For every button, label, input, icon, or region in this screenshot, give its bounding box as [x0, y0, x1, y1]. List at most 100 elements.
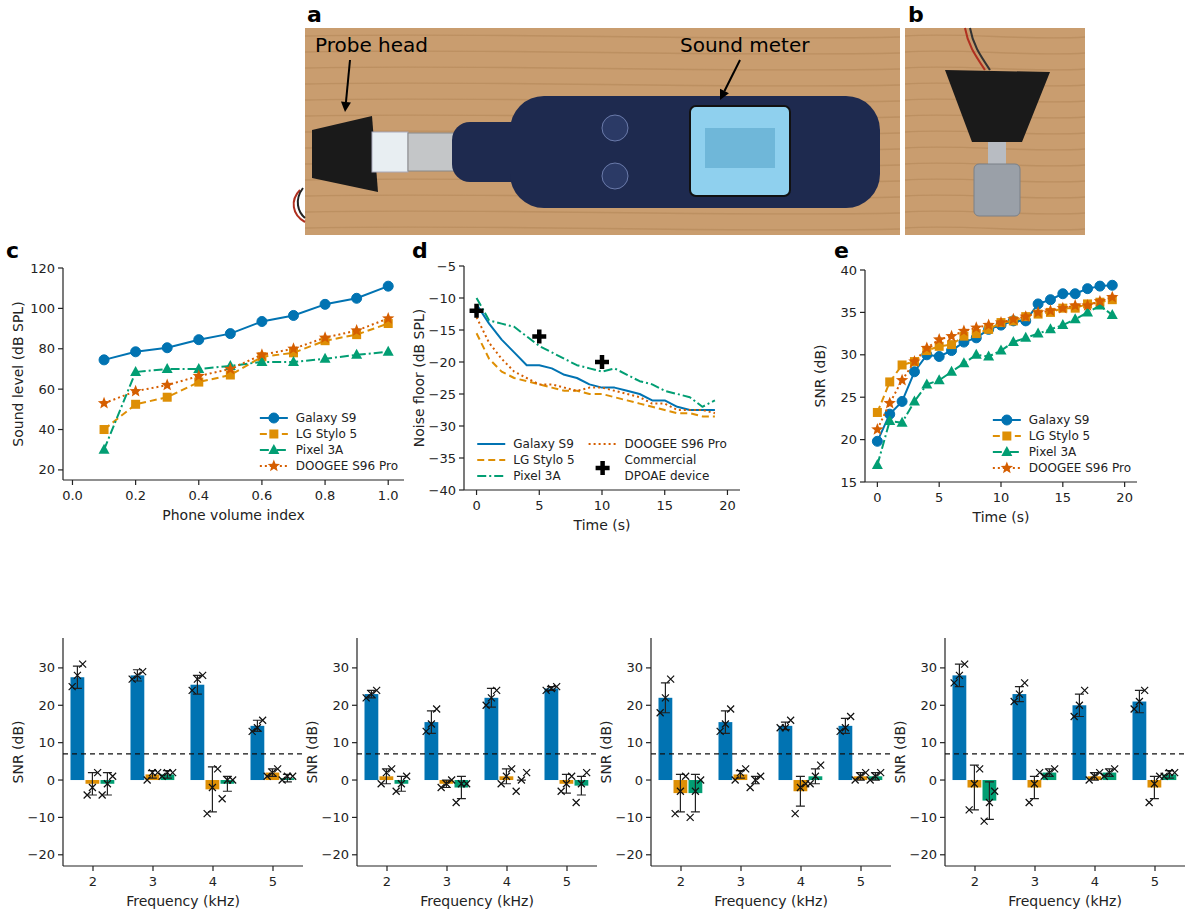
- data-point: [289, 773, 296, 780]
- data-point: [269, 769, 276, 776]
- y-tick: [459, 265, 464, 266]
- series-marker: [1045, 323, 1056, 333]
- probe-tip: [372, 132, 408, 172]
- x-tick-label: 10: [594, 498, 611, 513]
- y-tick: [459, 297, 464, 298]
- series-marker: [995, 316, 1007, 328]
- y-tick-label: −40: [429, 483, 456, 498]
- plot-area: [98, 281, 395, 454]
- series-marker: [983, 350, 994, 360]
- data-point: [747, 784, 754, 791]
- series-marker: [99, 444, 110, 454]
- data-point: [872, 773, 879, 780]
- data-point: [722, 720, 729, 727]
- y-tick-label: 35: [840, 305, 857, 320]
- series-marker: [946, 366, 957, 376]
- y-tick: [58, 779, 63, 780]
- data-point: [981, 818, 988, 825]
- series-marker: [1045, 295, 1055, 305]
- y-tick-label: 100: [30, 301, 55, 316]
- data-point: [109, 773, 116, 780]
- series-marker: [130, 366, 141, 376]
- y-tick-label: 20: [38, 698, 55, 713]
- x-tick: [974, 866, 975, 871]
- probe-head: [312, 116, 378, 192]
- y-tick-label: 20: [920, 698, 937, 713]
- x-tick-label: 1.0: [378, 488, 399, 503]
- series-marker: [163, 393, 172, 402]
- legend-item: DOOGEE S96 Pro: [993, 461, 1131, 475]
- y-axis-line: [650, 638, 651, 866]
- legend-marker: [1001, 462, 1013, 474]
- series-line: [877, 297, 1112, 429]
- series-marker: [162, 363, 173, 373]
- x-axis-line: [63, 479, 404, 480]
- series-marker: [909, 395, 920, 405]
- reference-line: [945, 753, 1185, 754]
- series-marker: [958, 325, 970, 337]
- data-point: [69, 683, 76, 690]
- wood-grain: [905, 67, 1085, 70]
- data-point: [1141, 687, 1148, 694]
- y-axis-line: [944, 638, 945, 866]
- legend-item: DOOGEE S96 Pro: [260, 459, 398, 473]
- error-bar: [841, 718, 850, 733]
- adapter-rod: [988, 142, 1006, 166]
- legend-label: DOOGEE S96 Pro: [625, 437, 727, 451]
- data-point: [438, 784, 445, 791]
- y-tick: [58, 742, 63, 743]
- y-tick: [860, 439, 865, 440]
- error-bar: [955, 664, 964, 686]
- y-tick-label: −35: [429, 451, 456, 466]
- data-point: [867, 777, 874, 784]
- legend-marker: [1001, 446, 1012, 456]
- series-marker: [1020, 332, 1031, 342]
- y-tick: [646, 854, 651, 855]
- reference-line: [357, 753, 597, 754]
- x-tick-label: 2: [89, 874, 97, 889]
- series-marker: [884, 415, 895, 425]
- series-marker: [934, 351, 944, 361]
- series-line: [477, 298, 715, 407]
- x-tick: [680, 866, 681, 871]
- y-tick-label: −10: [910, 810, 937, 825]
- data-point: [717, 728, 724, 735]
- y-tick-label: 0: [635, 773, 643, 788]
- data-point: [782, 724, 789, 731]
- legend-handle: [993, 415, 1021, 425]
- y-tick: [646, 705, 651, 706]
- chart: −20−100102030SNR (dB)2345Frequency (kHz): [892, 638, 1185, 909]
- series-marker: [896, 374, 908, 386]
- error-bar: [676, 774, 685, 811]
- data-point: [956, 672, 963, 679]
- photo-background: [305, 28, 900, 235]
- data-point: [1101, 773, 1108, 780]
- y-tick-label: 30: [840, 347, 857, 362]
- series-marker: [193, 370, 205, 382]
- series-marker: [351, 349, 362, 359]
- legend-handle: [477, 476, 505, 477]
- data-point: [159, 773, 166, 780]
- data-point: [817, 762, 824, 769]
- plot-area: [945, 661, 1185, 825]
- reference-line: [651, 753, 891, 754]
- data-point: [214, 765, 221, 772]
- series-marker: [224, 362, 236, 374]
- plot-area: [470, 298, 715, 416]
- data-point: [568, 773, 575, 780]
- error-bar: [691, 774, 700, 811]
- data-point: [393, 788, 400, 795]
- bar: [485, 698, 499, 780]
- photo-label: Sound meter: [680, 33, 810, 57]
- legend-item: CommercialDPOAE device: [596, 453, 710, 483]
- bar: [953, 675, 967, 780]
- series-marker: [947, 340, 956, 349]
- x-tick: [601, 490, 602, 495]
- y-tick: [352, 779, 357, 780]
- data-point: [852, 777, 859, 784]
- data-point: [94, 769, 101, 776]
- data-point: [966, 806, 973, 813]
- data-point: [448, 777, 455, 784]
- legend-handle: [260, 444, 288, 454]
- data-point: [99, 791, 106, 798]
